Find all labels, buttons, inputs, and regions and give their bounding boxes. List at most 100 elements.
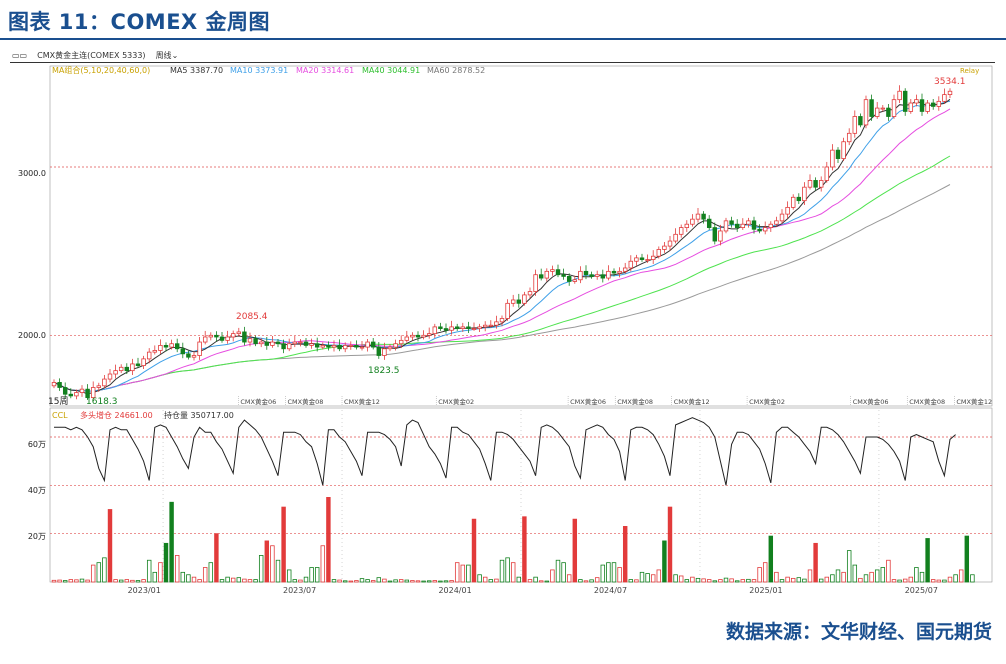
candle-66 (421, 334, 426, 338)
volume-bar-48 (320, 545, 326, 583)
volume-bar-115 (695, 577, 701, 583)
volume-bar-29 (214, 533, 219, 583)
period-count-label: 15周 (48, 396, 68, 407)
open-interest-line (54, 417, 956, 486)
relay-label: Relay (960, 67, 979, 75)
candle-112 (678, 227, 684, 235)
contract-label-10: CMX黄金12 (956, 397, 992, 406)
candle-148 (880, 107, 886, 110)
volume-bar-45 (303, 576, 309, 583)
ccl-label[interactable]: CCL (52, 411, 68, 420)
volume-bar-105 (639, 571, 645, 583)
volume-bar-33 (236, 577, 242, 583)
volume-bar-95 (583, 580, 589, 583)
symbol-label[interactable]: CMX黄金主连(COMEX 5333) (37, 51, 146, 60)
title-rule (0, 38, 1006, 40)
volume-bar-36 (253, 579, 258, 583)
candle-108 (656, 249, 662, 257)
candle-70 (443, 328, 449, 331)
volume-bar-70 (443, 580, 449, 583)
candle-159 (942, 94, 947, 102)
candle-137 (818, 180, 824, 188)
candle-105 (639, 257, 645, 260)
candle-29 (214, 334, 219, 338)
candle-80 (499, 318, 505, 323)
legend-ma40: MA40 3044.91 (362, 66, 420, 75)
chart-toolbar: ▭▭ CMX黄金主连(COMEX 5333) 周线⌄ (12, 50, 178, 61)
figure-title: 图表 11：COMEX 金周图 (8, 10, 271, 34)
candle-122 (734, 223, 740, 228)
candle-156 (925, 102, 930, 112)
volume-bar-117 (706, 579, 712, 583)
volume-bar-104 (634, 579, 639, 583)
ma60-line (53, 184, 951, 392)
volume-bar-137 (818, 578, 824, 583)
volume-bar-18 (152, 571, 158, 583)
volume-bar-151 (897, 579, 902, 583)
volume-bar-139 (830, 574, 835, 583)
candle-4 (74, 392, 79, 397)
contract-label-0: CMX黄金06 (240, 397, 276, 406)
candle-146 (869, 99, 874, 117)
candle-144 (858, 116, 863, 126)
candle-0 (51, 382, 57, 387)
volume-bar-157 (930, 579, 936, 583)
volume-bar-22 (174, 555, 180, 583)
x-tick-label-5: 2025/07 (905, 586, 938, 595)
candle-126 (757, 228, 762, 232)
candle-158 (936, 100, 942, 107)
y-tick-40w: 40万 (28, 486, 46, 495)
candle-23 (180, 348, 186, 355)
candle-88 (544, 270, 550, 279)
volume-bar-155 (919, 571, 925, 583)
volume-bar-87 (538, 580, 544, 583)
candle-93 (572, 279, 578, 282)
volume-bar-57 (370, 580, 376, 583)
volume-bar-114 (690, 576, 695, 583)
candle-87 (538, 274, 544, 279)
volume-bar-79 (494, 578, 499, 583)
volume-bar-152 (902, 578, 908, 583)
layout-icon[interactable]: ▭▭ (12, 51, 28, 60)
volume-bar-109 (662, 540, 667, 583)
candle-136 (813, 180, 818, 188)
volume-bar-147 (874, 569, 880, 583)
annotation-high-2023: 2085.4 (236, 312, 268, 322)
volume-bar-159 (942, 579, 947, 583)
legend-ma5: MA5 3387.70 (170, 66, 223, 75)
candle-135 (807, 180, 813, 188)
volume-bar-128 (768, 535, 774, 583)
volume-bar-31 (225, 576, 230, 583)
candle-85 (527, 291, 533, 296)
candle-30 (219, 336, 225, 341)
candle-79 (494, 321, 499, 326)
candle-38 (264, 341, 270, 346)
volume-bar-160 (947, 576, 953, 583)
candle-160 (947, 90, 953, 96)
volume-bar-58 (376, 577, 382, 583)
annotation-low-2022: 1618.3 (86, 397, 118, 407)
y-tick-20w: 20万 (28, 532, 46, 541)
volume-bar-71 (449, 580, 454, 583)
candle-60 (387, 346, 393, 350)
candle-127 (762, 227, 768, 232)
volume-bar-154 (914, 567, 919, 583)
volume-bar-84 (522, 516, 527, 583)
ma-group-label[interactable]: MA组合(5,10,20,40,60,0) (52, 65, 150, 75)
contract-label-3: CMX黄金02 (438, 397, 474, 406)
volume-bar-16 (141, 579, 146, 583)
contract-label-7: CMX黄金02 (749, 397, 785, 406)
candle-77 (482, 324, 488, 328)
candle-132 (790, 196, 796, 208)
volume-bar-11 (113, 579, 118, 583)
candle-140 (835, 149, 841, 159)
candle-94 (578, 270, 583, 281)
candle-120 (723, 220, 729, 232)
candle-58 (376, 346, 382, 356)
period-dropdown[interactable]: 周线⌄ (156, 50, 179, 61)
x-tick-label-1: 2023/07 (283, 586, 316, 595)
candle-73 (460, 326, 466, 329)
candle-14 (130, 363, 135, 372)
volume-bar-91 (561, 562, 566, 583)
volume-bar-40 (275, 559, 281, 583)
